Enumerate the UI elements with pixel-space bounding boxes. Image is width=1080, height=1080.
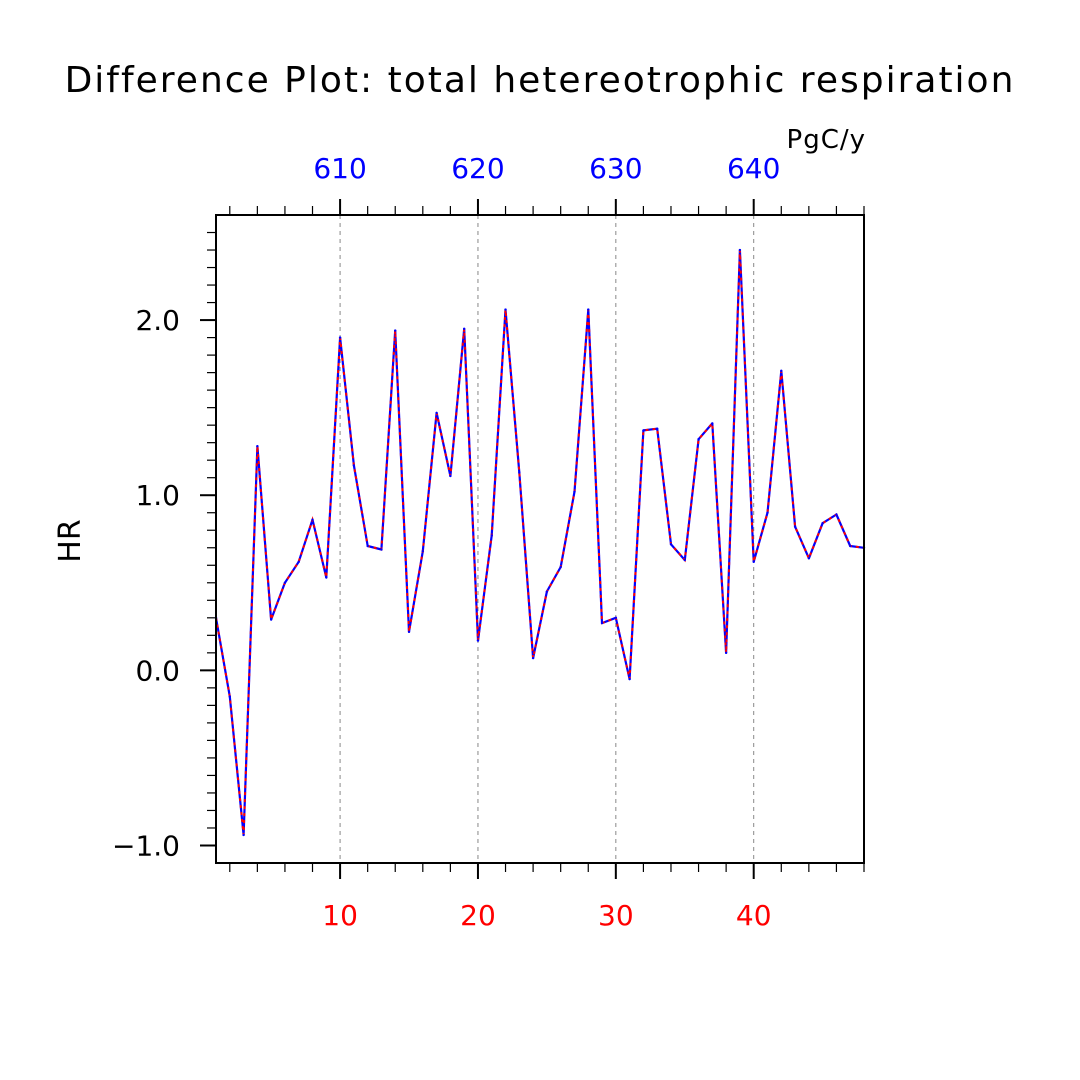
data-point — [738, 248, 742, 252]
data-point — [352, 464, 356, 467]
data-point — [669, 543, 673, 546]
data-point — [573, 490, 576, 493]
data-point — [449, 474, 452, 478]
data-point — [256, 444, 259, 448]
data-point — [228, 695, 231, 698]
data-point — [518, 471, 521, 474]
data-point — [835, 513, 838, 516]
plot-frame — [215, 214, 865, 864]
y-tick-label: 1.0 — [135, 479, 180, 512]
data-point — [462, 327, 466, 331]
data-point — [766, 511, 769, 514]
grid-lines — [339, 215, 755, 863]
y-tick-label: −1.0 — [112, 829, 180, 862]
series-line-solid — [214, 248, 865, 837]
data-point — [807, 557, 811, 560]
top-tick-label: 610 — [313, 152, 366, 185]
top-tick-label: 620 — [451, 152, 504, 185]
data-point — [366, 544, 369, 548]
x-tick-label: 20 — [460, 899, 496, 932]
axis-ticks — [200, 199, 865, 879]
data-point — [297, 560, 300, 563]
top-tick-label: 640 — [727, 152, 780, 185]
x-tick-label: 40 — [736, 899, 772, 932]
y-tick-label: 0.0 — [135, 654, 180, 687]
data-point — [711, 422, 714, 425]
data-point — [407, 630, 411, 634]
data-point — [311, 518, 314, 521]
data-point — [821, 522, 824, 525]
data-point — [380, 548, 383, 551]
data-point — [490, 534, 493, 537]
data-point — [683, 558, 686, 562]
data-point — [435, 411, 438, 415]
data-point — [614, 616, 618, 620]
x-tick-label: 10 — [322, 899, 358, 932]
data-point — [628, 677, 631, 681]
tick-labels: 10 20 30 40 610 620 630 640 −1.0 0.0 1.0 2.0 — [112, 152, 780, 932]
data-point — [724, 651, 728, 655]
data-point — [793, 525, 797, 528]
data-point — [269, 618, 273, 621]
data-point — [655, 427, 659, 430]
data-point — [697, 437, 700, 441]
data-point — [587, 308, 590, 311]
data-point — [531, 656, 535, 660]
chart-title: Difference Plot: total hetereotrophic re… — [65, 60, 1016, 101]
data-point — [338, 336, 342, 339]
x-tick-label: 30 — [598, 899, 634, 932]
series-line-dashed — [215, 249, 865, 836]
data-point — [325, 576, 328, 579]
units-label: PgC/y — [787, 125, 866, 155]
data-point — [394, 329, 397, 332]
data-point — [752, 560, 755, 563]
data-point — [421, 550, 425, 553]
data-point — [242, 833, 245, 837]
series-line — [214, 248, 866, 837]
data-point — [504, 308, 507, 311]
data-point — [849, 544, 852, 548]
data-point — [545, 590, 549, 593]
data-point — [283, 581, 287, 584]
y-tick-label: 2.0 — [135, 304, 180, 337]
data-point — [642, 429, 645, 432]
y-axis-label: HR — [53, 519, 88, 562]
data-point — [559, 565, 562, 569]
data-point — [600, 621, 604, 625]
data-point — [476, 639, 480, 642]
top-tick-label: 630 — [589, 152, 642, 185]
data-point — [780, 369, 783, 373]
